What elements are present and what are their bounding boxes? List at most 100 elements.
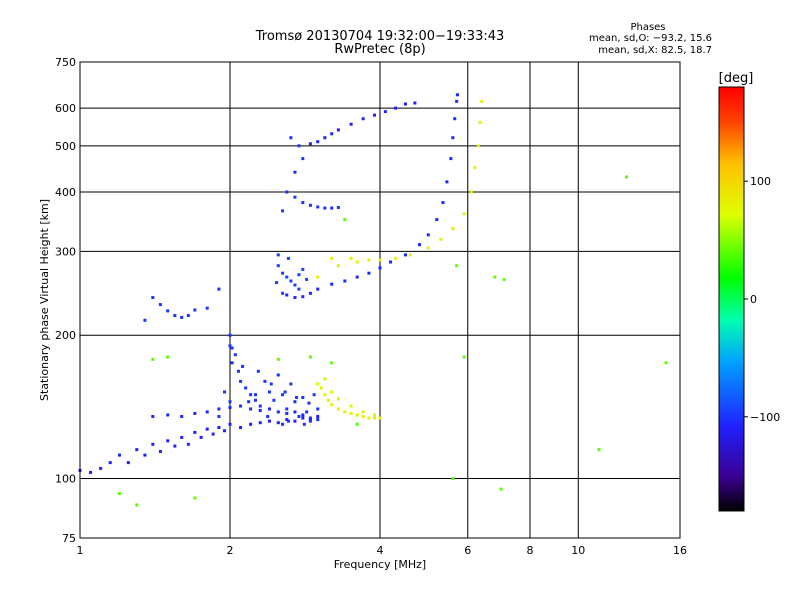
data-point [233,353,237,357]
data-point [126,461,130,465]
data-point [267,407,271,411]
y-tick-label: 75 [62,532,76,545]
colorbar-label: [deg] [719,71,754,86]
data-point [289,136,293,140]
data-point [295,395,299,399]
data-point [316,140,320,144]
data-point [289,382,293,386]
data-point [228,333,232,337]
colorbar-tick-label: 100 [750,175,771,188]
data-point [445,180,449,184]
data-point [323,206,327,210]
data-point [476,144,480,148]
chart-title: Tromsø 20130704 19:32:00−19:33:43 [255,29,505,44]
data-point [228,406,232,410]
x-axis-ticks: 1 2 4 6 8 10 16 [77,544,688,557]
data-point [462,212,466,216]
y-tick-label: 200 [55,329,76,342]
data-point [186,314,190,318]
colorbar-ticks: 100 0 −100 [744,175,780,424]
data-point [293,195,297,199]
data-point [462,355,466,359]
data-point [297,414,301,418]
data-point [249,422,253,426]
data-point [301,295,305,299]
chart-subtitle: RwPretec (8p) [334,42,425,57]
data-point [389,260,393,264]
data-point [305,277,309,281]
data-point [289,279,293,283]
data-point [217,425,221,429]
y-tick-label: 500 [55,140,76,153]
y-tick-label: 750 [55,56,76,69]
data-point [258,408,262,412]
data-point [228,344,232,348]
data-point [367,258,371,262]
data-point [173,444,177,448]
data-point [205,427,209,431]
data-point [361,117,365,121]
data-point [625,175,629,179]
data-point [276,410,280,414]
data-point [373,416,377,420]
data-point [266,414,270,418]
data-point [263,379,267,383]
data-point [301,413,305,417]
data-point [403,102,407,106]
data-point [308,416,312,420]
data-point [367,271,371,275]
data-point [89,470,93,474]
data-point [469,190,473,194]
data-point [664,361,668,365]
data-point [316,287,320,291]
data-point [302,422,306,426]
data-point [236,369,240,373]
data-point [211,432,215,436]
data-point [293,283,297,287]
data-point [361,410,365,414]
data-point [217,287,221,291]
data-point [451,227,455,231]
colorbar [718,86,745,512]
data-point [308,142,312,146]
data-point [199,435,203,439]
data-point [330,206,334,210]
data-point [151,442,155,446]
data-point [473,166,477,170]
data-point [285,407,289,411]
data-point [267,419,271,423]
data-point [281,271,285,275]
data-point [330,403,334,407]
data-point [281,209,285,213]
data-point [158,303,162,307]
data-point [99,466,103,470]
data-point [285,418,289,422]
data-point [336,128,340,132]
data-point [480,99,484,103]
data-point [308,355,312,359]
data-point [308,291,312,295]
data-point [367,416,371,420]
data-point [319,386,323,390]
data-point [239,425,243,429]
data-point [301,157,305,161]
data-point [355,275,359,279]
data-point [308,418,312,422]
data-point [166,309,170,313]
data-point [244,386,248,390]
data-point [426,233,430,237]
data-point [493,275,497,279]
data-point [258,421,262,425]
data-point [293,419,297,423]
data-point [307,401,311,405]
data-point [253,398,257,402]
data-point [158,449,162,453]
data-point [383,110,387,114]
data-point [297,273,301,277]
data-point [330,282,334,286]
data-point [305,410,309,414]
data-point [316,205,320,209]
data-point [453,117,457,121]
data-point [330,361,334,365]
data-point [293,170,297,174]
